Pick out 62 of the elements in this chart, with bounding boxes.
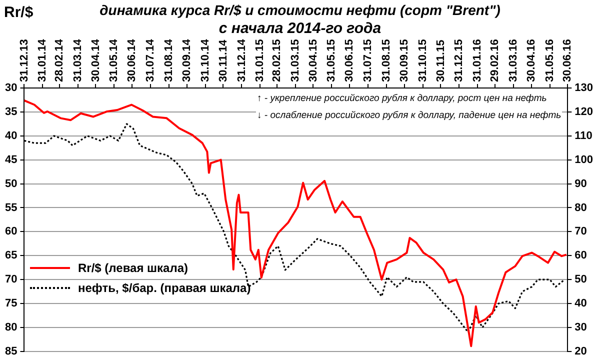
y-tick-label: 70 — [4, 274, 18, 286]
annotation: ↑ - укрепление российского рубля к доллару, рост цен на нефть — [256, 93, 548, 104]
annotation: ↓ - ослабление российского рубля к доллару, падение цен на нефть — [256, 110, 562, 121]
x-tick-label: 31.07.15 — [362, 39, 374, 82]
y2-tick-label: 30 — [574, 321, 587, 334]
y2-tick-label: 120 — [574, 106, 594, 118]
x-tick-label: 30.06.15 — [344, 39, 356, 82]
x-tick-label: 30.09.15 — [398, 39, 410, 82]
y2-tick-label: 50 — [574, 274, 587, 286]
y-tick-label: 65 — [4, 250, 18, 262]
x-tick-label: 31.01.14 — [36, 38, 49, 82]
y2-tick-label: 90 — [574, 178, 587, 190]
y-tick-label: 50 — [4, 178, 18, 190]
x-tick-label: 28.02.15 — [270, 39, 283, 82]
x-tick-label: 31.03.16 — [507, 39, 520, 82]
y2-tick-label: 60 — [574, 250, 587, 262]
y-tick-label: 80 — [4, 321, 18, 334]
y-axis-title: Rr/$ — [4, 4, 34, 21]
x-tick-label: 31.03.14 — [72, 38, 84, 82]
y-tick-label: 75 — [4, 298, 18, 310]
x-tick-label: 31.05.15 — [326, 39, 338, 82]
y2-tick-label: 110 — [574, 130, 592, 142]
x-tick-label: 30.11.14 — [217, 38, 230, 82]
y-tick-label: 30 — [4, 82, 18, 94]
y2-tick-label: 80 — [574, 202, 587, 214]
x-tick-label: 31.03.15 — [289, 39, 302, 82]
x-tick-label: 31.10.14 — [199, 38, 212, 82]
x-tick-label: 31.10.15 — [416, 39, 429, 82]
y2-tick-label: 40 — [574, 298, 587, 310]
x-tick-label: 31.01.16 — [472, 39, 484, 82]
x-tick-label: 31.08.14 — [163, 38, 176, 82]
x-tick-label: 31.05.16 — [544, 39, 556, 82]
legend-label: нефть, $/бар. (правая шкала) — [78, 281, 251, 295]
y2-tick-label: 20 — [574, 345, 587, 358]
chart-subtitle: с начала 2014-го года — [218, 20, 382, 37]
y2-tick-label: 130 — [574, 82, 594, 94]
y-tick-label: 40 — [4, 130, 18, 142]
y-tick-label: 45 — [4, 154, 18, 166]
x-tick-label: 30.06.14 — [126, 38, 138, 82]
x-tick-label: 30.06.16 — [562, 39, 574, 82]
y-tick-label: 60 — [4, 226, 18, 238]
y-tick-label: 35 — [4, 106, 18, 118]
x-tick-label: 29.02.16 — [488, 39, 501, 82]
chart-title: динамика курса Rr/$ и стоимости нефти (сорт "Brent") — [100, 2, 500, 18]
x-tick-label: 31.08.15 — [380, 39, 393, 82]
x-tick-label: 31.07.14 — [144, 38, 157, 82]
x-tick-label: 31.12.15 — [453, 39, 466, 82]
x-tick-label: 30.04.14 — [90, 38, 102, 82]
x-tick-label: 31.12.13 — [18, 39, 30, 82]
x-tick-label: 30.09.14 — [180, 38, 193, 82]
y2-tick-label: 100 — [574, 154, 594, 166]
x-tick-label: 31.12.14 — [236, 38, 248, 82]
legend-label: Rr/$ (левая шкала) — [78, 261, 188, 275]
x-tick-label: 28.02.14 — [53, 38, 66, 82]
x-tick-label: 31.05.14 — [108, 38, 120, 82]
y-tick-label: 85 — [4, 345, 18, 358]
x-tick-label: 30.11.15 — [434, 40, 447, 82]
y-tick-label: 55 — [4, 202, 18, 214]
x-tick-label: 30.04.16 — [525, 39, 538, 82]
x-tick-label: 30.04.15 — [307, 39, 320, 82]
x-tick-label: 31.01.15 — [254, 39, 266, 82]
y2-tick-label: 70 — [574, 226, 587, 238]
